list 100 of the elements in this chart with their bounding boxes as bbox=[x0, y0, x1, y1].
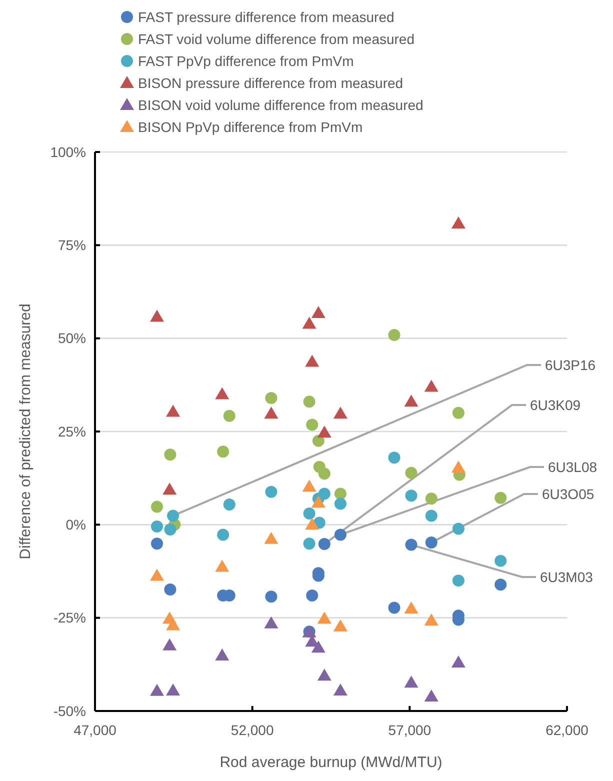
point bbox=[317, 668, 332, 681]
point bbox=[164, 524, 176, 536]
point bbox=[164, 448, 176, 461]
point bbox=[303, 538, 316, 550]
point bbox=[334, 488, 346, 500]
y-tick-label: 25% bbox=[58, 423, 86, 440]
point bbox=[404, 394, 418, 407]
legend-label: FAST PpVp difference from PmVm bbox=[138, 52, 354, 69]
point bbox=[265, 392, 278, 404]
point bbox=[334, 498, 346, 510]
point bbox=[451, 216, 466, 229]
point bbox=[451, 460, 466, 473]
point bbox=[312, 434, 324, 447]
point bbox=[167, 510, 180, 522]
legend-label: FAST pressure difference from measured bbox=[138, 8, 394, 25]
point bbox=[388, 452, 400, 464]
point bbox=[150, 684, 164, 696]
point bbox=[303, 396, 316, 408]
point bbox=[311, 640, 326, 653]
point bbox=[333, 406, 348, 419]
point bbox=[317, 426, 332, 438]
point bbox=[404, 602, 418, 614]
y-tick-label: 50% bbox=[58, 330, 86, 346]
point bbox=[306, 589, 318, 602]
y-tick-label: 0% bbox=[66, 516, 86, 533]
point bbox=[164, 584, 176, 596]
point bbox=[162, 482, 177, 495]
point bbox=[424, 613, 438, 626]
point bbox=[388, 602, 400, 614]
point bbox=[311, 306, 326, 318]
point bbox=[217, 446, 230, 458]
point bbox=[162, 638, 177, 650]
legend-label: BISON void volume difference from measured bbox=[138, 96, 424, 113]
y-tick-label: -50% bbox=[53, 702, 86, 719]
point bbox=[150, 568, 164, 581]
point bbox=[334, 528, 346, 541]
point bbox=[305, 354, 320, 367]
point bbox=[318, 538, 330, 550]
point bbox=[425, 492, 438, 505]
y-tick-label: 75% bbox=[58, 237, 86, 254]
point bbox=[223, 410, 236, 422]
point bbox=[223, 498, 236, 511]
y-axis-title: Difference of predicted from measured bbox=[17, 304, 34, 560]
point bbox=[215, 560, 230, 572]
point bbox=[318, 488, 330, 500]
point bbox=[215, 648, 230, 660]
annotation: 6U3O05 bbox=[542, 486, 594, 502]
point bbox=[451, 656, 466, 668]
point bbox=[404, 676, 418, 688]
legend-label: BISON pressure difference from measured bbox=[138, 74, 404, 91]
point bbox=[405, 490, 418, 502]
point bbox=[150, 310, 164, 322]
y-tick-label: -25% bbox=[53, 610, 86, 626]
point bbox=[217, 528, 230, 541]
point bbox=[452, 406, 464, 419]
point bbox=[265, 486, 278, 498]
point bbox=[388, 328, 400, 341]
point bbox=[424, 689, 438, 702]
point bbox=[311, 496, 326, 508]
x-tick-label: 47,000 bbox=[74, 722, 117, 738]
legend-label: BISON PpVp difference from PmVm bbox=[138, 118, 363, 135]
point bbox=[425, 536, 438, 549]
point bbox=[150, 538, 163, 550]
point bbox=[425, 510, 438, 522]
annotation: 6U3M03 bbox=[540, 568, 594, 585]
point bbox=[264, 532, 278, 544]
annotation: 6U3L08 bbox=[548, 458, 598, 475]
point bbox=[333, 619, 348, 632]
point bbox=[305, 518, 320, 530]
point bbox=[494, 554, 507, 567]
point bbox=[452, 522, 464, 535]
point bbox=[265, 590, 278, 603]
point bbox=[405, 538, 418, 551]
point bbox=[494, 578, 507, 591]
legend-label: FAST void volume difference from measured bbox=[138, 30, 414, 47]
x-tick-label: 52,000 bbox=[230, 722, 274, 738]
point bbox=[215, 387, 230, 400]
point bbox=[317, 612, 332, 624]
point bbox=[318, 468, 330, 480]
point bbox=[424, 380, 438, 392]
annotation: 6U3K09 bbox=[530, 396, 581, 413]
point bbox=[303, 507, 316, 520]
annotation: 6U3P16 bbox=[545, 356, 596, 373]
x-tick-label: 62,000 bbox=[546, 722, 589, 738]
point bbox=[302, 316, 316, 329]
y-tick-label: 100% bbox=[50, 144, 86, 160]
point bbox=[150, 500, 163, 513]
x-axis-title: Rod average burnup (MWd/MTU) bbox=[220, 754, 442, 771]
point bbox=[452, 574, 464, 587]
point bbox=[264, 406, 278, 419]
point bbox=[405, 466, 418, 479]
point bbox=[166, 684, 180, 696]
x-tick-label: 57,000 bbox=[388, 722, 432, 738]
point bbox=[306, 418, 318, 431]
point bbox=[150, 520, 163, 533]
point bbox=[166, 404, 180, 417]
point bbox=[264, 616, 278, 628]
point bbox=[494, 492, 507, 504]
point bbox=[333, 684, 348, 696]
point bbox=[302, 480, 316, 492]
